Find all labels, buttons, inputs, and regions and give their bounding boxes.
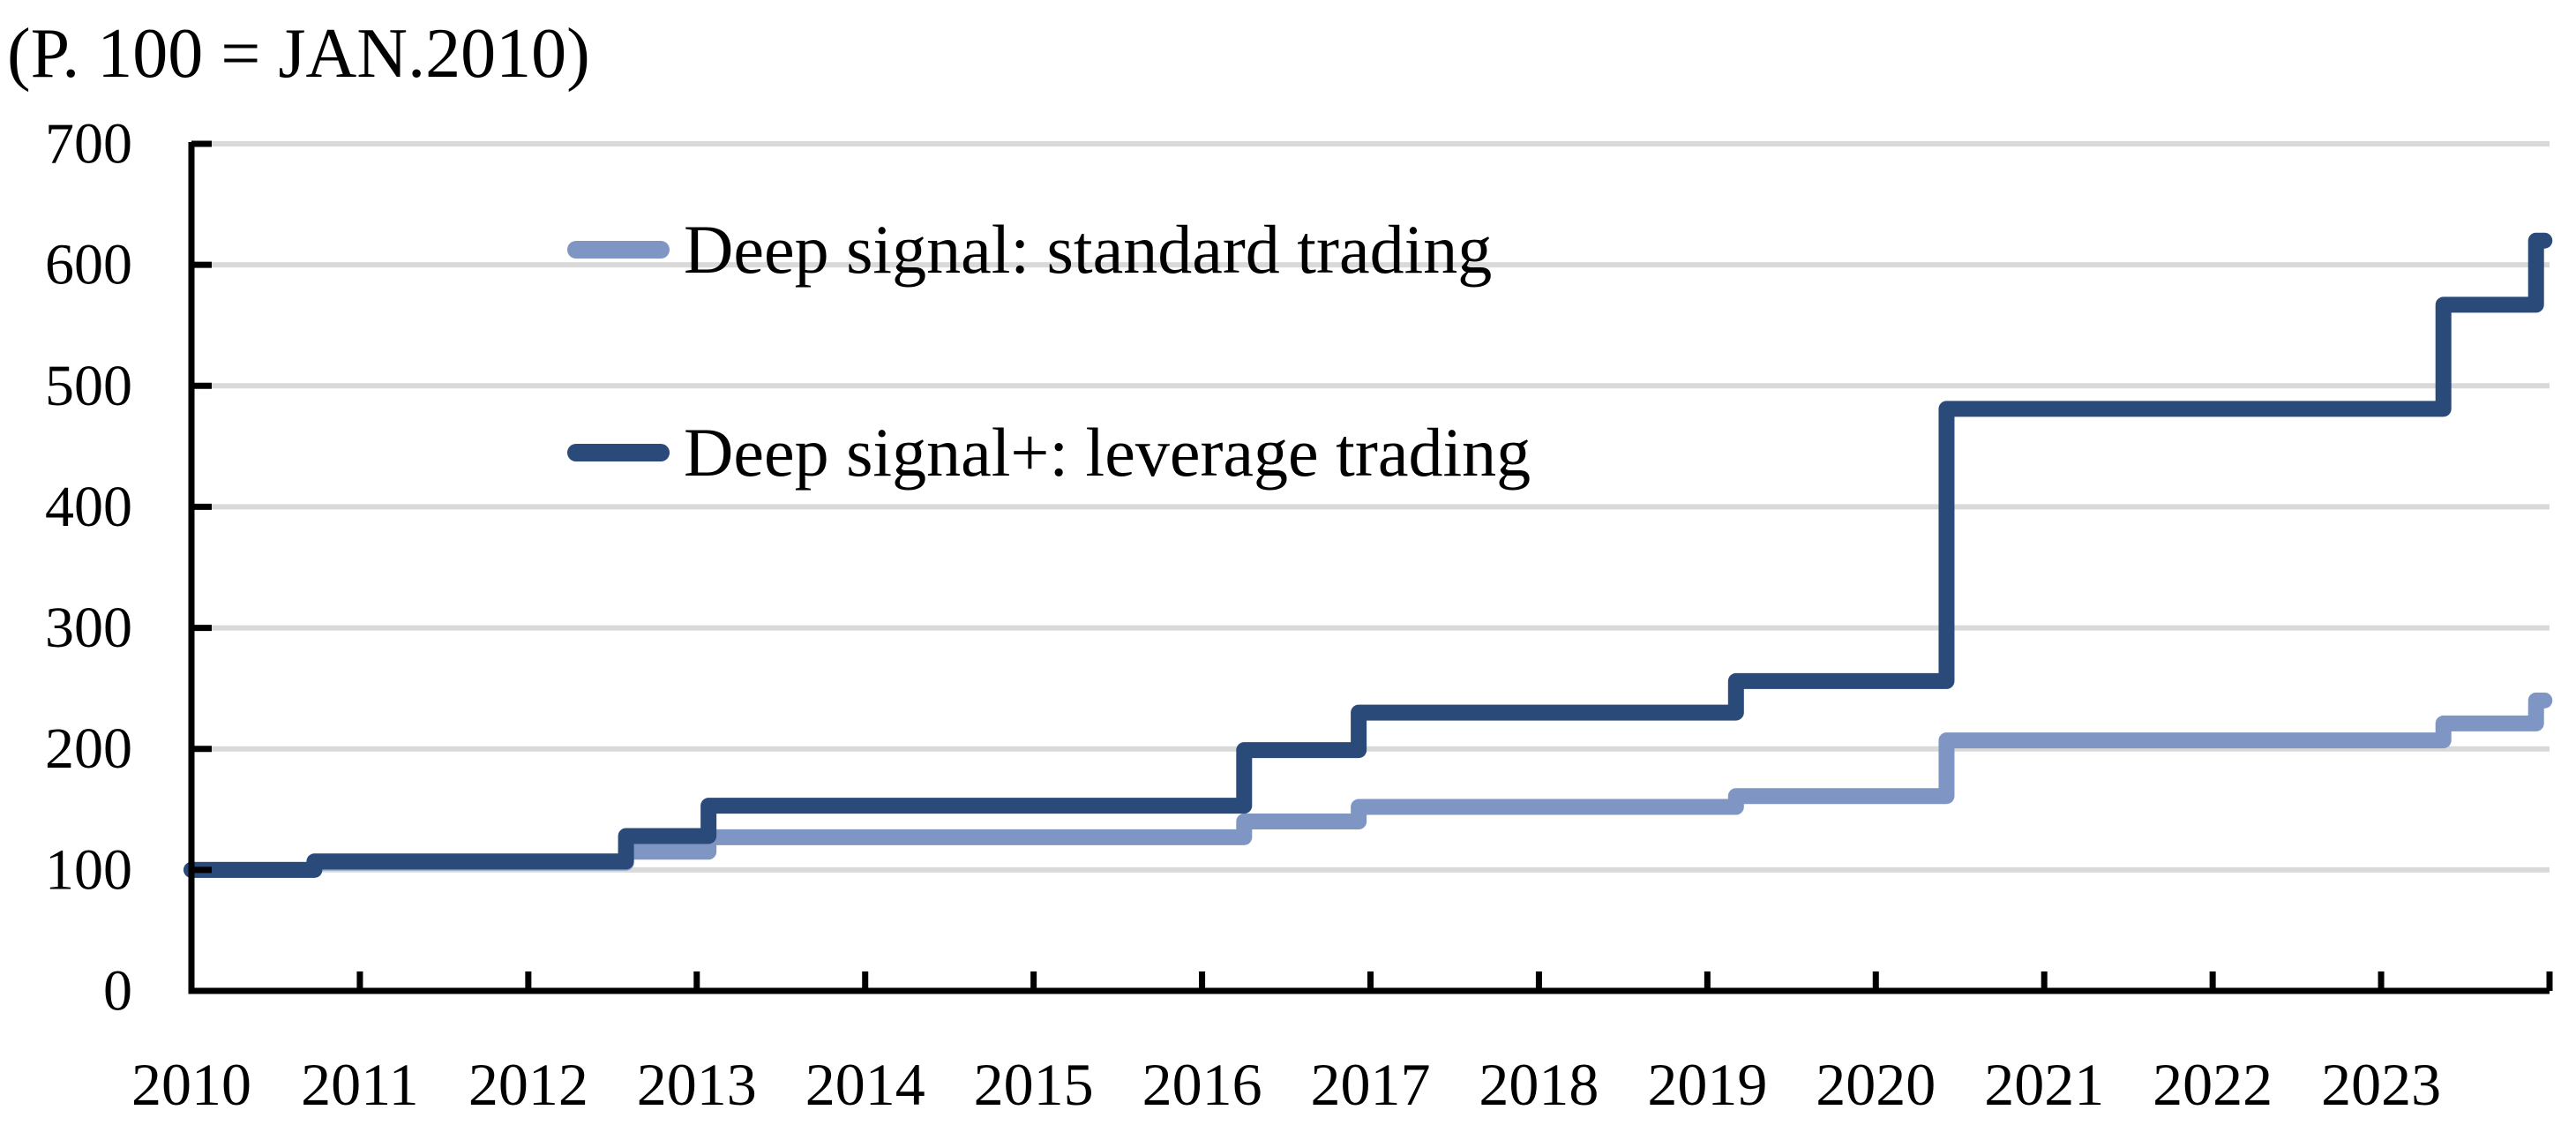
x-tick-label: 2016	[1142, 1051, 1262, 1118]
legend-item-leverage: Deep signal+: leverage trading	[567, 412, 1531, 493]
x-tick-label: 2019	[1647, 1051, 1767, 1118]
y-tick-label: 500	[45, 354, 132, 418]
y-tick-label: 700	[45, 112, 132, 176]
series-line-leverage	[183, 232, 2553, 878]
legend-swatch-leverage	[567, 444, 670, 461]
x-tick-label: 2010	[131, 1051, 251, 1118]
x-tick-label: 2018	[1479, 1051, 1599, 1118]
legend-label-standard: Deep signal: standard trading	[684, 211, 1493, 288]
x-tick-label: 2020	[1816, 1051, 1936, 1118]
x-tick-label: 2014	[805, 1051, 925, 1118]
chart-title: (P. 100 = JAN.2010)	[7, 15, 590, 93]
legend-swatch-standard	[567, 241, 670, 259]
x-tick-label: 2023	[2321, 1051, 2441, 1118]
x-tick-label: 2022	[2153, 1051, 2273, 1118]
y-gridlines	[212, 141, 2550, 873]
x-tick-label: 2012	[468, 1051, 588, 1118]
y-tick-label: 300	[45, 596, 132, 660]
x-ticks	[356, 971, 2553, 991]
x-tick-label: 2011	[301, 1051, 418, 1118]
y-tick-label: 100	[45, 837, 132, 902]
y-tick-label: 200	[45, 716, 132, 781]
x-tick-label: 2021	[1984, 1051, 2104, 1118]
y-ticks	[191, 140, 212, 874]
x-tick-label: 2015	[974, 1051, 1094, 1118]
x-tick-label: 2017	[1311, 1051, 1431, 1118]
y-tick-label: 0	[103, 959, 132, 1024]
y-tick-label: 600	[45, 233, 132, 297]
x-tick-label: 2013	[637, 1051, 757, 1118]
y-tick-labels: 0 100 200 300 400 500 600 700	[45, 112, 132, 1024]
x-tick-labels: 2010 2011 2012 2013 2014 2015 2016 2017 2018 2019…	[131, 1051, 2441, 1118]
legend-label-leverage: Deep signal+: leverage trading	[684, 414, 1531, 491]
series-line-standard	[183, 692, 2553, 878]
legend-item-standard: Deep signal: standard trading	[567, 209, 1492, 290]
y-tick-label: 400	[45, 475, 132, 539]
